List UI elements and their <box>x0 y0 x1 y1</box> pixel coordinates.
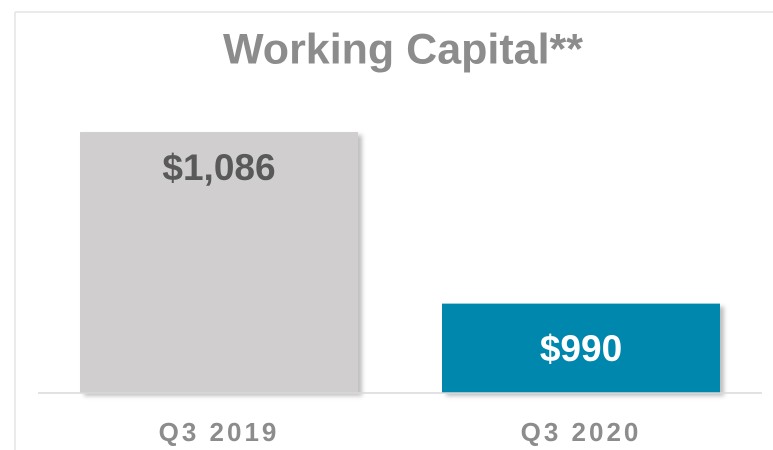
value-label: $1,086 <box>162 147 275 188</box>
chart-title: Working Capital** <box>223 25 583 73</box>
x-tick-label: Q3 2019 <box>159 417 280 447</box>
bar <box>442 303 720 393</box>
x-tick-label: Q3 2020 <box>521 417 642 447</box>
bar <box>80 132 358 393</box>
value-label: $990 <box>540 328 622 369</box>
